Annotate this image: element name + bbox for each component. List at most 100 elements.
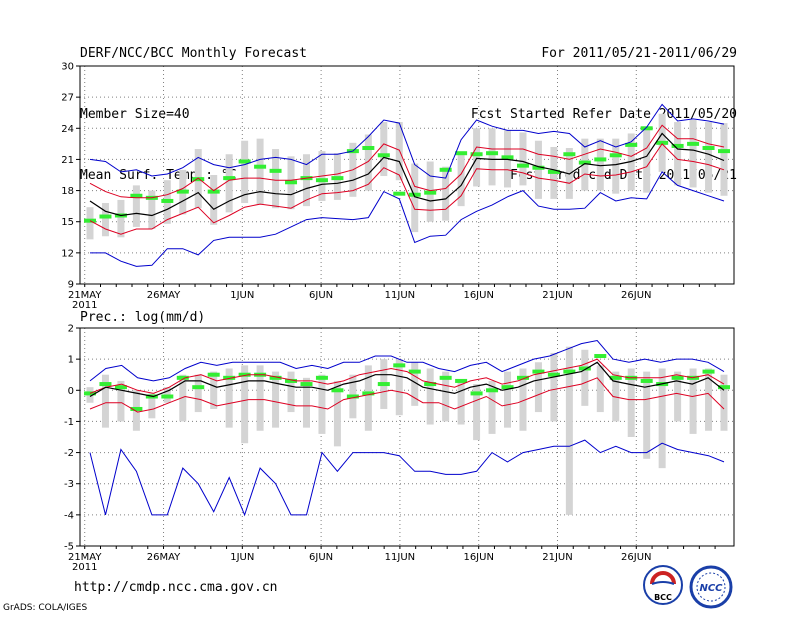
prec-observed-mark <box>161 394 174 399</box>
temp-observed-mark <box>408 192 421 197</box>
temp-observed-mark <box>516 163 529 168</box>
bcc-logo-arc <box>650 571 676 585</box>
temp-range-bar <box>457 153 465 207</box>
prec-range-bar <box>333 380 341 447</box>
prec-observed-mark <box>393 363 406 368</box>
temp-xtick-label: 11JUN <box>385 290 415 301</box>
temp-line-min <box>90 171 725 267</box>
ncc-logo-text: NCC <box>699 583 723 594</box>
temp-year-label: 2011 <box>72 300 97 311</box>
temp-xtick-label: 1JUN <box>230 290 254 301</box>
prec-observed-mark <box>223 375 236 380</box>
temp-observed-mark <box>315 178 328 183</box>
prec-xtick-label: 26JUN <box>621 552 651 563</box>
temp-ytick-label: 21 <box>61 155 74 166</box>
prec-range-bar <box>689 368 697 434</box>
prec-range-bar <box>674 371 682 422</box>
temp-observed-mark <box>99 214 112 219</box>
prec-observed-mark <box>578 366 591 371</box>
prec-range-bar <box>148 393 156 419</box>
prec-range-bar <box>395 359 403 416</box>
temp-line-mean <box>89 132 725 217</box>
prec-frame <box>79 327 735 547</box>
prec-observed-mark <box>470 391 483 396</box>
prec-xtick-label: 11JUN <box>385 552 415 563</box>
prec-ytick-label: -1 <box>64 417 74 428</box>
temp-range-bar <box>488 128 496 186</box>
bcc-logo-text: BCC <box>654 593 672 602</box>
prec-range-bar <box>256 365 264 431</box>
prec-range-bar <box>643 371 651 459</box>
prec-range-bar <box>596 365 604 413</box>
prec-range-bar <box>550 352 558 422</box>
temp-range-bar <box>581 138 589 191</box>
temp-line-lower <box>89 143 725 235</box>
prec-observed-mark <box>640 378 653 383</box>
prec-ytick-label: -5 <box>64 542 74 553</box>
temp-range-bar <box>132 185 140 227</box>
temp-observed-mark <box>501 155 514 160</box>
prec-ytick-label: -3 <box>64 479 74 490</box>
temp-xtick-label: 21JUN <box>542 290 572 301</box>
temp-observed-mark <box>718 149 730 154</box>
prec-observed-mark <box>547 372 560 377</box>
prec-range-bar <box>225 368 233 428</box>
temp-range-bar <box>612 138 620 194</box>
prec-observed-mark <box>331 388 344 393</box>
temp-range-bar <box>689 119 697 188</box>
prec-observed-mark <box>671 375 684 380</box>
prec-range-bar <box>488 380 496 434</box>
prec-range-bar <box>612 371 620 422</box>
prec-ytick-label: -2 <box>64 448 74 459</box>
temp-range-bar <box>380 122 388 177</box>
prec-observed-mark <box>501 385 514 390</box>
prec-xtick-label: 1JUN <box>230 552 254 563</box>
prec-observed-mark <box>114 385 127 390</box>
temp-observed-mark <box>625 142 638 147</box>
prec-observed-mark <box>192 385 205 390</box>
temp-frame <box>79 65 735 285</box>
prec-panel: -5 -4 -3 -2 -1 0 1 2 21MAY 26MAY 1JUN 6JUN 11JUN 16JU… <box>64 310 735 573</box>
prec-observed-mark <box>285 378 298 383</box>
prec-observed-mark <box>176 375 189 380</box>
prec-range-bar <box>302 377 310 428</box>
temp-xtick-label: 26MAY <box>147 290 181 301</box>
ncc-logo: NCC <box>689 565 733 609</box>
temp-observed-mark <box>656 140 669 145</box>
temp-observed-mark <box>269 168 282 173</box>
temp-range-bar <box>148 190 156 229</box>
temp-observed-mark <box>84 218 96 223</box>
start-date: Fcst Started Refer Date 2011/05/20 <box>470 107 737 122</box>
prec-observed-mark <box>300 382 313 387</box>
prec-observed-mark <box>99 382 112 387</box>
member-size: Member Size=40 <box>80 107 190 122</box>
prec-xtick-label: 21MAY <box>68 552 102 563</box>
prec-ytick-label: -4 <box>64 510 74 521</box>
temp-ytick-label: 9 <box>68 280 74 291</box>
prec-range-bar <box>287 371 295 413</box>
prec-observed-mark <box>609 375 622 380</box>
prec-observed-mark <box>424 382 437 387</box>
prec-observed-mark <box>377 382 390 387</box>
prec-line-lower <box>89 377 725 413</box>
prec-observed-mark <box>516 375 529 380</box>
temp-range-bar <box>272 149 280 209</box>
prec-panel-title: Prec.: log(mm/d) <box>80 310 205 325</box>
temp-observed-mark <box>470 152 483 157</box>
footer-url[interactable]: http://cmdp.ncc.cma.gov.cn <box>74 580 278 595</box>
temp-observed-mark <box>130 193 143 198</box>
temp-observed-mark <box>640 126 653 131</box>
prec-range-bar <box>442 371 450 422</box>
temp-ytick-label: 30 <box>61 62 74 73</box>
prec-observed-mark <box>207 372 220 377</box>
temp-observed-mark <box>207 189 220 194</box>
prec-observed-mark <box>269 375 282 380</box>
prec-observed-mark <box>130 406 143 411</box>
temp-observed-mark <box>609 153 622 158</box>
prec-range-bar <box>658 368 666 469</box>
prec-range-bar <box>581 349 589 406</box>
temp-ytick-label: 12 <box>61 248 74 259</box>
prec-range-bar <box>504 371 512 428</box>
temp-range-bar <box>364 134 372 191</box>
